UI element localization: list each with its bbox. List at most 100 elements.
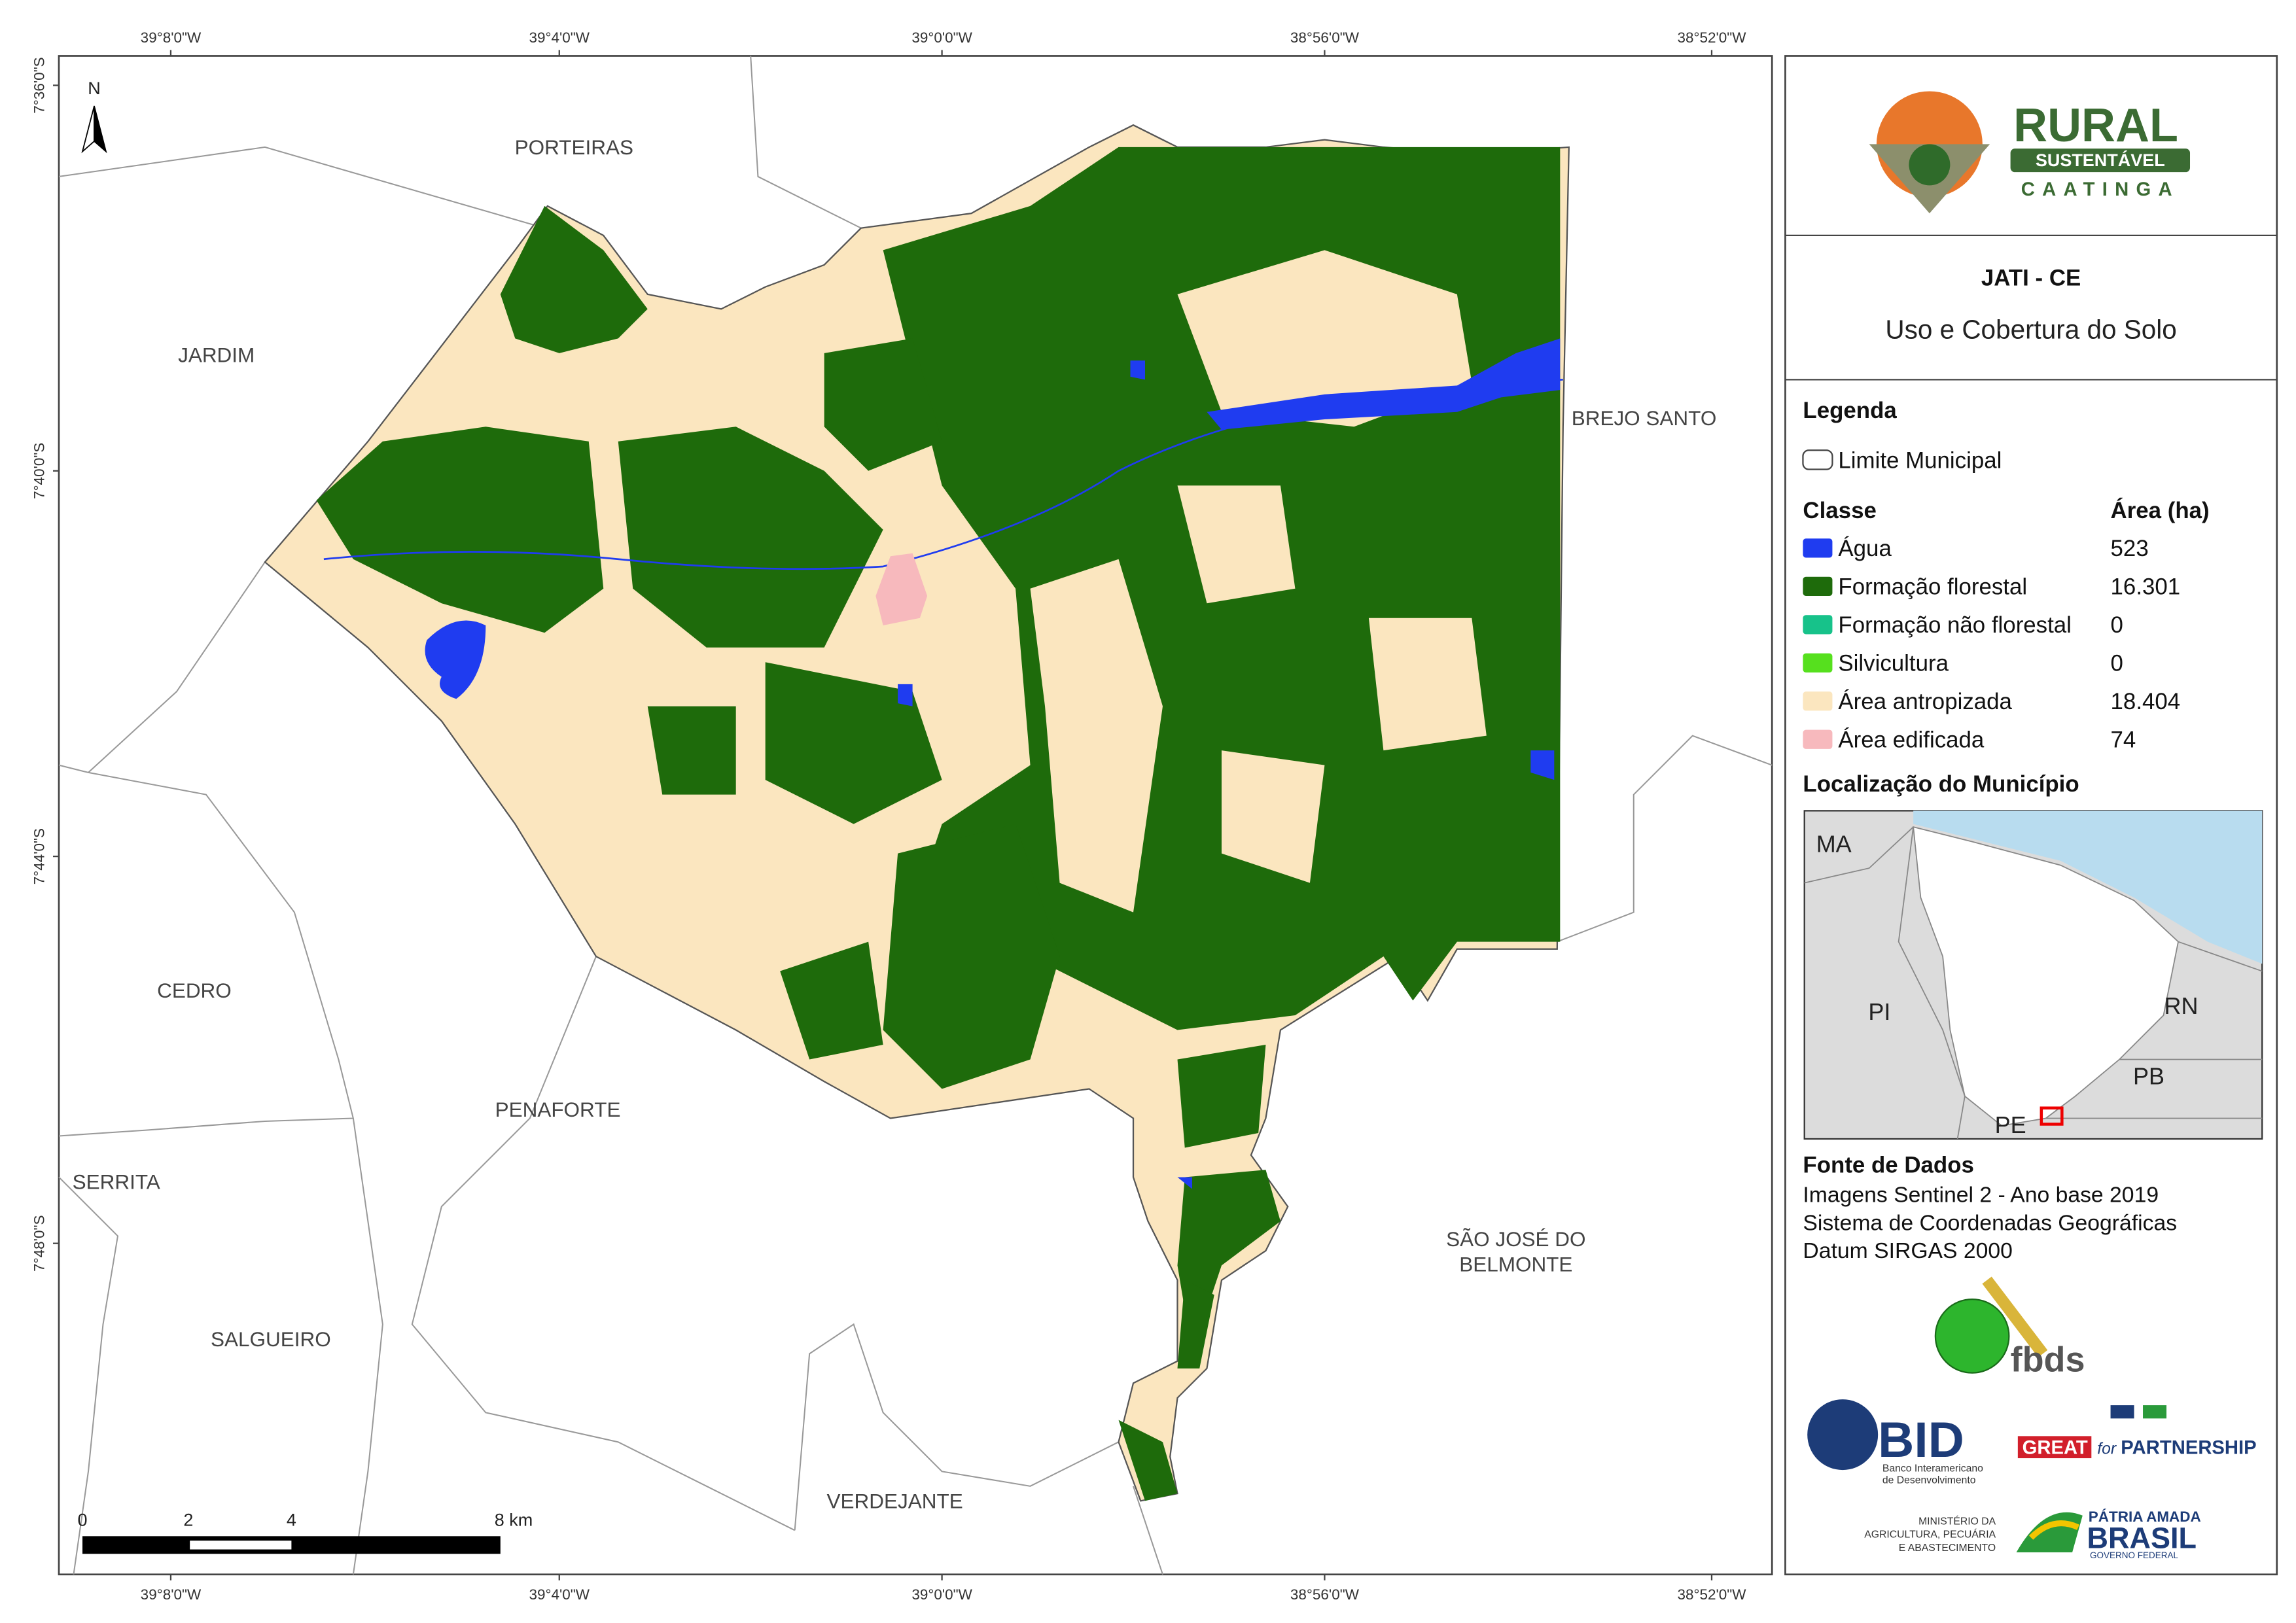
boundary-line: [58, 146, 545, 229]
brasil-text: PÁTRIA AMADA: [2089, 1509, 2201, 1525]
bottom-coord: 39°0'0"W: [911, 1586, 972, 1603]
class-list: Água 523 Formação florestal 16.301 Formação …: [1803, 536, 2181, 753]
source-list: Imagens Sentinel 2 - Ano base 2019Sistem…: [1803, 1183, 2177, 1263]
logo-bar: [1982, 1276, 2048, 1357]
brasil-text: GOVERNO FEDERAL: [2090, 1550, 2178, 1560]
north-label: N: [88, 79, 101, 98]
water-patch: [425, 620, 486, 699]
logo-band-text: SUSTENTÁVEL: [2036, 150, 2165, 170]
boundary-label: Limite Municipal: [1838, 447, 2002, 473]
inset-ceara: [1913, 826, 2180, 1126]
north-arrow: N: [81, 79, 107, 154]
class-swatch: [1803, 615, 1833, 635]
scale-bar: 0 2 4 8 km: [77, 1510, 533, 1554]
left-coord: 7°36'0"S: [31, 57, 48, 113]
class-swatch: [1803, 691, 1833, 711]
class-name: Água: [1838, 536, 1892, 561]
left-coord: 7°44'0"S: [31, 828, 48, 884]
top-coord: 38°52'0"W: [1677, 29, 1746, 46]
class-area: 18.404: [2111, 689, 2181, 714]
river: [323, 378, 1563, 570]
ministry-text: E ABASTECIMENTO: [1899, 1543, 1996, 1554]
logo-title: RURAL: [2013, 99, 2178, 152]
ministry-text: AGRICULTURA, PECUÁRIA: [1864, 1528, 1996, 1541]
source-line: Imagens Sentinel 2 - Ano base 2019: [1803, 1183, 2159, 1208]
logo-subtitle: CAATINGA: [2021, 179, 2180, 200]
state-labels: MA PI RN PB PE: [1816, 830, 2199, 1138]
place-label: SÃO JOSÉ DO: [1446, 1227, 1585, 1251]
fbds-text: fbds: [2011, 1340, 2085, 1379]
inset-borders: [1804, 826, 2263, 1140]
legend-heading: Legenda: [1803, 398, 1897, 423]
scale-segment: [190, 1541, 292, 1550]
forest-patch: [647, 706, 736, 795]
flag: [2143, 1405, 2167, 1419]
class-swatch: [1803, 653, 1833, 672]
boundary-line: [352, 1118, 383, 1575]
boundary-line: [1557, 735, 1773, 943]
logo-globe: [1807, 1399, 1879, 1471]
forest-patch: [500, 205, 648, 353]
inset-sea: [1913, 811, 2263, 964]
source-line: Datum SIRGAS 2000: [1803, 1238, 2012, 1263]
top-coord: 39°8'0"W: [141, 29, 202, 46]
bid-subtext: Banco Interamericano: [1882, 1463, 1983, 1474]
class-area: 0: [2111, 612, 2123, 638]
place-label: PENAFORTE: [495, 1098, 621, 1121]
boundary-line: [794, 1323, 1119, 1531]
bid-text: BID: [1878, 1412, 1964, 1468]
forest-patch: [1177, 1045, 1266, 1148]
class-name: Área edificada: [1838, 727, 1984, 753]
boundary-line: [58, 771, 355, 1137]
place-labels: PORTEIRAS JARDIM BREJO SANTO CEDRO PENAFORTE…: [73, 135, 1717, 1512]
location-heading: Localização do Município: [1803, 771, 2079, 797]
great-logo: GREAT for PARTNERSHIP: [2017, 1405, 2257, 1458]
boundary-line: [411, 956, 796, 1531]
logo-tree: [1909, 144, 1951, 186]
place-label: JARDIM: [178, 343, 255, 366]
map-frame: N 0 2 4 8 km PORTEIRAS JARDIM BREJO SANTO C…: [31, 29, 1773, 1603]
area-header: Área (ha): [2111, 497, 2210, 523]
water-patch: [898, 684, 913, 707]
place-label: BELMONTE: [1459, 1252, 1572, 1276]
place-label: SALGUEIRO: [211, 1327, 331, 1351]
class-swatch: [1803, 538, 1833, 558]
water-patch: [1207, 338, 1561, 430]
forest-patch: [316, 427, 604, 633]
neighbor-boundaries: [58, 56, 1773, 1575]
scale-label: 2: [183, 1510, 193, 1530]
coordinate-labels: 39°8'0"W 39°8'0"W 39°4'0"W 39°4'0"W 39°0'0"W…: [31, 29, 1747, 1603]
water-patch: [1130, 360, 1146, 380]
place-label: BREJO SANTO: [1572, 406, 1717, 430]
forest-patch: [1118, 1420, 1178, 1501]
bottom-coord: 39°8'0"W: [141, 1586, 202, 1603]
boundary-line: [58, 561, 266, 774]
forest-patch: [780, 941, 883, 1060]
class-name: Área antropizada: [1838, 689, 2012, 714]
rural-logo: RURAL SUSTENTÁVEL CAATINGA: [1869, 91, 2191, 214]
boundary-line: [58, 1176, 119, 1575]
state-label: RN: [2164, 992, 2199, 1019]
scale-label: 8 km: [495, 1510, 533, 1530]
fbds-logo: fbds: [1934, 1276, 2085, 1379]
place-label: SERRITA: [73, 1170, 160, 1193]
ministry-text: MINISTÉRIO DA: [1918, 1514, 1996, 1527]
class-area: 16.301: [2111, 574, 2181, 600]
bottom-coord: 39°4'0"W: [529, 1586, 590, 1603]
class-header: Classe: [1803, 498, 1876, 523]
boundary-line: [750, 56, 862, 229]
forest-clearings: [1030, 250, 1487, 913]
forest-patch: [883, 824, 1060, 1089]
forest-patch: [618, 427, 883, 648]
place-label: VERDEJANTE: [827, 1490, 963, 1513]
top-coord: 39°0'0"W: [911, 29, 972, 46]
legend-subtitle: Uso e Cobertura do Solo: [1885, 314, 2176, 344]
class-name: Silvicultura: [1838, 651, 1949, 676]
for-text: for: [2097, 1440, 2117, 1457]
brasil-text: BRASIL: [2087, 1521, 2197, 1554]
partnership-text: PARTNERSHIP: [2121, 1437, 2256, 1458]
urban-area: [875, 553, 928, 625]
forest-patch: [824, 338, 942, 471]
logo-band: [2010, 148, 2191, 173]
top-coord: 38°56'0"W: [1290, 29, 1360, 46]
